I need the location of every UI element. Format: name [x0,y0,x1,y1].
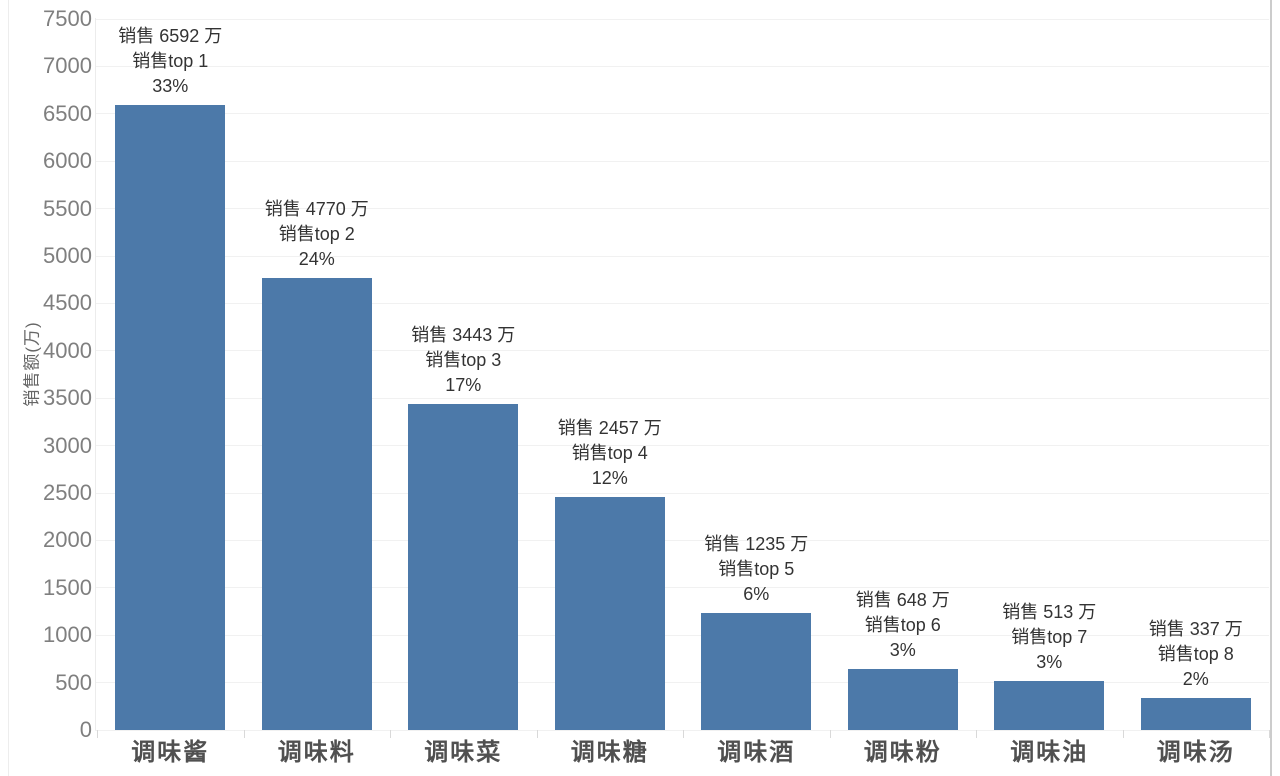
annotation-line: 销售 337 万 [1148,619,1243,640]
annotation-line: 销售 4770 万 [264,198,369,219]
annotation-line: 33% [152,76,189,97]
x-axis-label-调味粉: 调味粉 [863,739,942,766]
annotation-line: 销售top 6 [864,614,941,635]
gridline-3000 [95,445,1269,447]
annotation-line: 2% [1182,669,1209,690]
x-tick-mark [97,730,98,738]
gridline-6500 [95,113,1269,115]
y-tick-label-3000: 3000 [43,432,92,458]
x-axis-label-调味料: 调味料 [277,739,356,766]
annotation-line: 12% [591,468,628,489]
y-tick-label-5000: 5000 [43,243,92,268]
y-tick-label-4000: 4000 [43,337,92,363]
bar-annotation-调味酱: 销售 6592 万销售top 1 33% [60,24,280,99]
gridline-2500 [95,492,1269,494]
y-tick-label-2500: 2500 [43,480,92,505]
x-tick-mark [536,730,538,738]
y-tick-label-6500: 6500 [43,100,92,126]
gridline-7500 [95,18,1269,20]
gridline-2000 [95,539,1269,541]
annotation-line: 销售top 3 [425,349,502,370]
gridline-6000 [95,160,1269,162]
annotation-line: 销售top 8 [1157,644,1234,665]
gridline-0 [95,729,1269,731]
annotation-line: 3% [889,639,916,660]
annotation-line: 6% [743,583,770,604]
x-axis-label-调味油: 调味油 [1010,739,1089,766]
y-tick-label-500: 500 [55,669,92,695]
x-axis-label-调味汤: 调味汤 [1156,739,1235,766]
bar-annotation-调味汤: 销售 337 万销售top 8 2% [1086,617,1280,692]
y-tick-label-1000: 1000 [43,622,92,648]
bar-调味酱[interactable] [115,105,226,730]
annotation-line: 销售top 7 [1011,627,1088,648]
annotation-line: 销售top 5 [718,558,795,579]
annotation-line: 销售 2457 万 [557,418,662,439]
annotation-line: 17% [445,374,482,395]
gridline-1500 [95,587,1269,589]
gridline-5500 [95,208,1269,210]
x-tick-mark [243,730,245,738]
bar-annotation-调味酒: 销售 1235 万销售top 5 6% [646,532,866,607]
annotation-line: 3% [1036,652,1063,673]
y-axis-line [95,18,96,730]
annotation-line: 销售 513 万 [1002,602,1097,623]
x-tick-mark [1269,730,1270,738]
x-axis-label-调味酱: 调味酱 [131,739,210,766]
right-pane-border [1270,0,1272,776]
x-tick-mark [976,730,977,738]
y-tick-label-7000: 7000 [43,53,92,79]
annotation-line: 销售top 1 [132,51,209,72]
gridline-1000 [95,634,1269,636]
annotation-line: 销售 648 万 [855,589,950,610]
annotation-line: 销售top 2 [278,223,355,244]
y-tick-label-6000: 6000 [43,148,92,174]
bar-annotation-调味料: 销售 4770 万销售top 2 24% [207,197,427,272]
x-axis-label-调味糖: 调味糖 [570,739,649,766]
left-pane-border [8,0,9,776]
gridline-4500 [95,302,1269,304]
x-tick-mark [390,730,391,738]
y-tick-label-2000: 2000 [43,527,92,553]
x-axis-label-调味酒: 调味酒 [717,739,796,766]
y-tick-label-4500: 4500 [43,290,92,316]
gridline-4000 [95,350,1269,352]
annotation-line: 销售 6592 万 [118,26,223,47]
gridline-3500 [95,397,1269,399]
y-tick-label-1500: 1500 [43,574,92,600]
bar-annotation-调味菜: 销售 3443 万销售top 3 17% [353,323,573,398]
bar-annotation-调味糖: 销售 2457 万销售top 4 12% [500,416,720,491]
y-tick-label-5500: 5500 [43,195,92,221]
x-tick-mark [829,730,831,738]
y-tick-label-7500: 7500 [43,6,92,31]
annotation-line: 24% [298,248,335,269]
x-tick-mark [1122,730,1124,738]
x-axis-label-调味菜: 调味菜 [424,739,503,766]
bar-调味汤[interactable] [1140,698,1251,730]
gridline-7000 [95,65,1269,67]
x-tick-mark [683,730,684,738]
gridline-500 [95,682,1269,684]
bar-调味料[interactable] [261,277,372,730]
y-tick-label-3500: 3500 [43,385,92,411]
bar-调味油[interactable] [994,681,1105,730]
bar-调味酒[interactable] [701,612,812,730]
bar-annotation-调味油: 销售 513 万销售top 7 3% [939,600,1159,675]
gridline-5000 [95,255,1269,257]
annotation-line: 销售top 4 [571,443,648,464]
bar-调味粉[interactable] [847,668,958,730]
bar-annotation-调味粉: 销售 648 万销售top 6 3% [793,588,1013,663]
bar-调味菜[interactable] [408,403,519,730]
y-tick-label-0: 0 [79,717,92,742]
annotation-line: 销售 1235 万 [704,533,809,554]
bar-调味糖[interactable] [554,497,665,730]
annotation-line: 销售 3443 万 [411,324,516,345]
